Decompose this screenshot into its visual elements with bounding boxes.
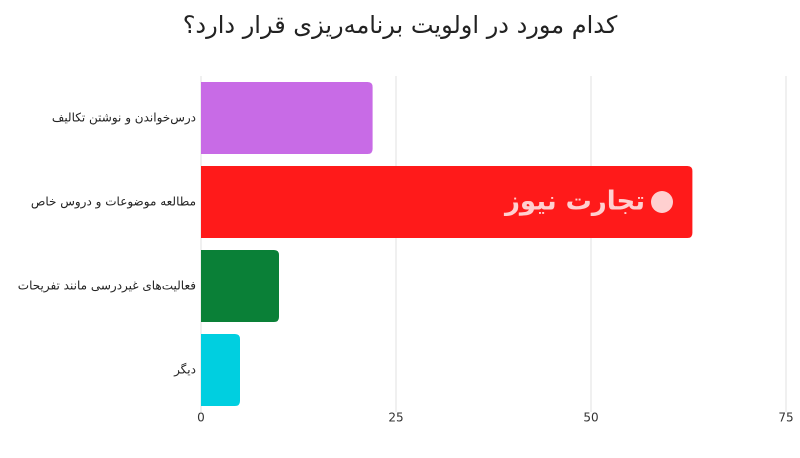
bar [201,334,240,406]
bar [201,82,373,154]
x-tick-label: 0 [197,411,205,425]
y-tick-label: دیگر [173,363,196,378]
x-tick-label: 25 [388,411,403,425]
y-tick-label: درس‌خواندن و نوشتن تکالیف [52,111,196,126]
bar [201,166,693,238]
x-tick-label: 75 [778,411,793,425]
chart-title: کدام مورد در اولویت برنامه‌ریزی قرار دار… [183,11,618,39]
y-tick-label: مطالعه موضوعات و دروس خاص [31,195,196,210]
bar [201,250,279,322]
x-tick-label: 50 [583,411,598,425]
watermark: تجارت نیوز [503,187,645,217]
y-tick-label: فعالیت‌های غیردرسی مانند تفریحات [18,279,196,294]
watermark-logo [651,191,673,213]
